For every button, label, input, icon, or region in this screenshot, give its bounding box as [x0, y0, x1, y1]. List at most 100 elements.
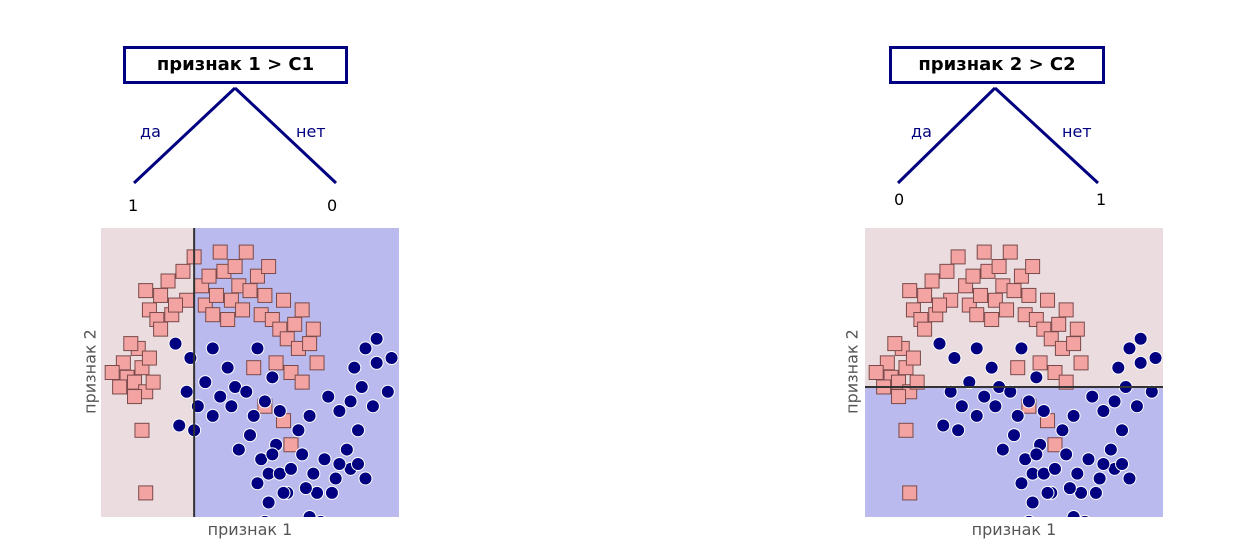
data-point-square — [212, 244, 228, 260]
tree-edge-yes — [132, 86, 237, 185]
data-point-square — [294, 302, 310, 318]
data-point-square — [1013, 268, 1029, 284]
data-point-circle — [315, 514, 326, 517]
data-point-square — [887, 336, 903, 352]
data-point-square — [1006, 283, 1022, 299]
data-point-square — [909, 374, 925, 390]
data-point-circle — [343, 394, 358, 409]
tree-edge-no — [993, 86, 1100, 185]
data-point-circle — [977, 389, 992, 404]
data-point-circle — [384, 351, 399, 366]
data-point-square — [123, 336, 139, 352]
data-point-circle — [1066, 408, 1081, 423]
data-point-circle — [1047, 461, 1062, 476]
data-point-square — [153, 287, 169, 303]
leaf-left: 1 — [128, 196, 139, 215]
data-point-circle — [365, 399, 380, 414]
data-point-circle — [984, 360, 999, 375]
tree-edge-yes — [896, 86, 997, 185]
data-point-circle — [351, 457, 366, 472]
data-point-square — [309, 355, 325, 371]
data-point-square — [924, 273, 940, 289]
edge-label-yes: да — [140, 122, 161, 141]
data-point-square — [1058, 302, 1074, 318]
data-point-circle — [1055, 423, 1070, 438]
edge-label-yes: да — [911, 122, 932, 141]
data-point-circle — [1088, 485, 1103, 500]
data-point-circle — [213, 389, 228, 404]
x-axis-label: признак 1 — [207, 520, 293, 539]
data-point-square — [1002, 244, 1018, 260]
data-point-square — [905, 350, 921, 366]
scatter-plot-split-x — [101, 228, 399, 517]
data-point-square — [257, 287, 273, 303]
data-point-square — [261, 259, 277, 275]
data-point-square — [220, 312, 236, 328]
data-point-circle — [1010, 408, 1025, 423]
data-point-circle — [179, 384, 194, 399]
data-point-circle — [250, 476, 265, 491]
data-point-circle — [1085, 389, 1100, 404]
data-point-circle — [1007, 428, 1021, 443]
data-point-square — [242, 283, 258, 299]
data-point-circle — [1023, 514, 1034, 517]
data-point-square — [138, 283, 154, 299]
data-point-square — [902, 485, 918, 501]
data-point-circle — [172, 418, 187, 433]
data-point-circle — [1070, 466, 1085, 481]
data-point-square — [138, 485, 154, 501]
data-point-circle — [246, 408, 261, 423]
data-point-circle — [1144, 384, 1159, 399]
data-point-circle — [257, 394, 272, 409]
data-point-circle — [332, 457, 347, 472]
data-point-circle — [1096, 404, 1111, 419]
data-point-square — [1010, 360, 1026, 376]
data-point-circle — [1021, 394, 1036, 409]
data-point-square — [201, 268, 217, 284]
data-point-square — [227, 259, 243, 275]
data-point-circle — [243, 428, 257, 443]
data-point-square — [1025, 259, 1041, 275]
tree-panel-1: признак 1 > C1 да нет 1 0 признак 1 приз… — [40, 0, 460, 546]
data-point-square — [302, 336, 318, 352]
data-point-square — [999, 302, 1015, 318]
data-point-circle — [239, 384, 254, 399]
data-point-square — [1073, 355, 1089, 371]
data-point-square — [969, 307, 985, 323]
tree-diagram-2 — [896, 86, 1100, 185]
data-point-square — [249, 268, 265, 284]
decision-node: признак 1 > C1 — [123, 46, 348, 84]
data-point-square — [175, 263, 191, 279]
data-point-circle — [969, 341, 984, 356]
data-point-circle — [224, 399, 239, 414]
data-point-circle — [1122, 341, 1137, 356]
data-point-square — [1021, 287, 1037, 303]
data-point-circle — [328, 471, 343, 486]
data-point-square — [246, 360, 262, 376]
data-point-circle — [261, 495, 276, 510]
data-point-circle — [1092, 471, 1107, 486]
data-point-circle — [302, 510, 317, 517]
data-point-circle — [1115, 457, 1130, 472]
data-point-square — [287, 316, 303, 332]
leaf-right: 0 — [327, 196, 338, 215]
data-point-square — [208, 287, 224, 303]
data-point-square — [1066, 336, 1082, 352]
data-point-circle — [995, 442, 1010, 457]
y-axis-label: признак 2 — [80, 329, 100, 414]
data-point-circle — [265, 447, 280, 462]
data-point-square — [1047, 365, 1063, 380]
data-point-circle — [1122, 471, 1137, 486]
data-point-circle — [1096, 457, 1111, 472]
decision-node: признак 2 > C2 — [889, 46, 1105, 84]
data-point-square — [1069, 321, 1085, 337]
data-point-square — [283, 437, 299, 453]
data-point-square — [1040, 292, 1056, 308]
data-point-circle — [324, 485, 339, 500]
data-point-square — [991, 259, 1007, 275]
leaf-left: 0 — [894, 190, 905, 209]
data-point-square — [294, 374, 310, 390]
data-point-circle — [1036, 404, 1051, 419]
data-point-circle — [298, 481, 313, 496]
data-point-circle — [321, 389, 336, 404]
